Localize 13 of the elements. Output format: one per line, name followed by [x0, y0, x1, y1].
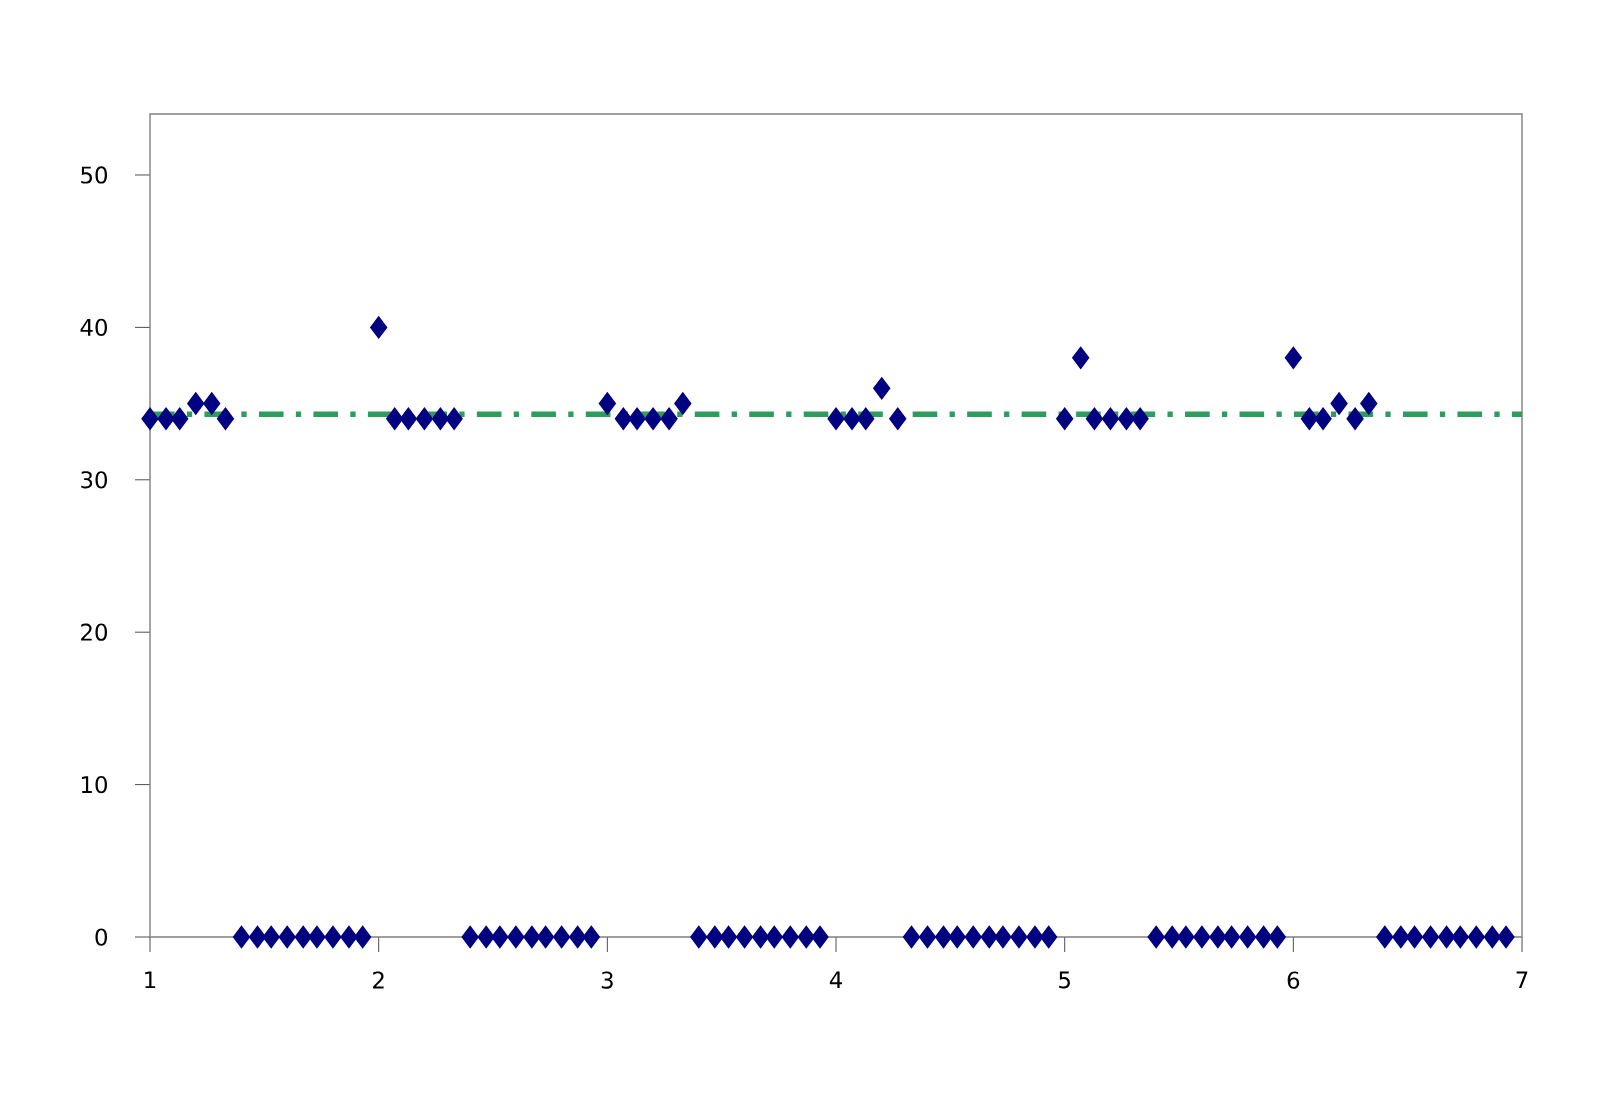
y-tick-label: 50 [81, 166, 107, 184]
x-tick-label: 7 [1516, 971, 1528, 989]
y-tick-label: 30 [81, 471, 107, 489]
y-tick-label: 40 [80, 318, 107, 337]
y-tick-label: 0 [95, 928, 107, 946]
x-tick-label: 2 [373, 971, 384, 989]
x-tick-label: 1 [145, 971, 156, 989]
x-tick-label: 3 [601, 971, 613, 989]
y-tick-label: 20 [81, 623, 107, 641]
x-tick-label: 4 [829, 971, 842, 989]
y-tick-label: 10 [81, 776, 107, 794]
x-tick-label: 6 [1287, 971, 1300, 989]
x-tick-label: 5 [1059, 971, 1070, 989]
